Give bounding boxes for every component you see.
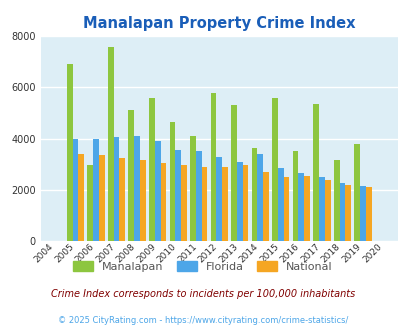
Bar	[210, 92, 216, 241]
Bar	[190, 136, 195, 241]
Bar	[359, 186, 365, 241]
Bar	[201, 167, 207, 241]
Bar	[99, 155, 104, 241]
Bar	[113, 137, 119, 241]
Bar	[283, 177, 289, 241]
Bar	[93, 139, 99, 241]
Bar	[339, 183, 345, 241]
Bar	[128, 111, 134, 241]
Bar	[313, 104, 318, 241]
Bar	[262, 172, 268, 241]
Bar	[251, 148, 257, 241]
Bar	[298, 173, 303, 241]
Bar	[87, 165, 93, 241]
Bar	[78, 154, 84, 241]
Bar	[242, 165, 248, 241]
Bar	[292, 151, 298, 241]
Bar	[257, 154, 262, 241]
Bar	[181, 165, 186, 241]
Bar	[195, 151, 201, 241]
Bar	[277, 168, 283, 241]
Bar	[318, 177, 324, 241]
Bar	[134, 136, 140, 241]
Bar	[365, 187, 371, 241]
Bar	[119, 158, 125, 241]
Bar	[324, 180, 330, 241]
Title: Manalapan Property Crime Index: Manalapan Property Crime Index	[83, 16, 355, 31]
Bar	[354, 144, 359, 241]
Bar	[271, 98, 277, 241]
Bar	[222, 167, 227, 241]
Text: Crime Index corresponds to incidents per 100,000 inhabitants: Crime Index corresponds to incidents per…	[51, 289, 354, 299]
Bar	[216, 156, 222, 241]
Legend: Manalapan, Florida, National: Manalapan, Florida, National	[69, 256, 336, 276]
Text: © 2025 CityRating.com - https://www.cityrating.com/crime-statistics/: © 2025 CityRating.com - https://www.city…	[58, 316, 347, 325]
Bar	[175, 150, 181, 241]
Bar	[160, 163, 166, 241]
Bar	[236, 162, 242, 241]
Bar	[303, 176, 309, 241]
Bar	[230, 105, 236, 241]
Bar	[108, 47, 113, 241]
Bar	[67, 64, 72, 241]
Bar	[149, 98, 154, 241]
Bar	[345, 185, 350, 241]
Bar	[72, 139, 78, 241]
Bar	[154, 141, 160, 241]
Bar	[169, 122, 175, 241]
Bar	[140, 160, 145, 241]
Bar	[333, 160, 339, 241]
